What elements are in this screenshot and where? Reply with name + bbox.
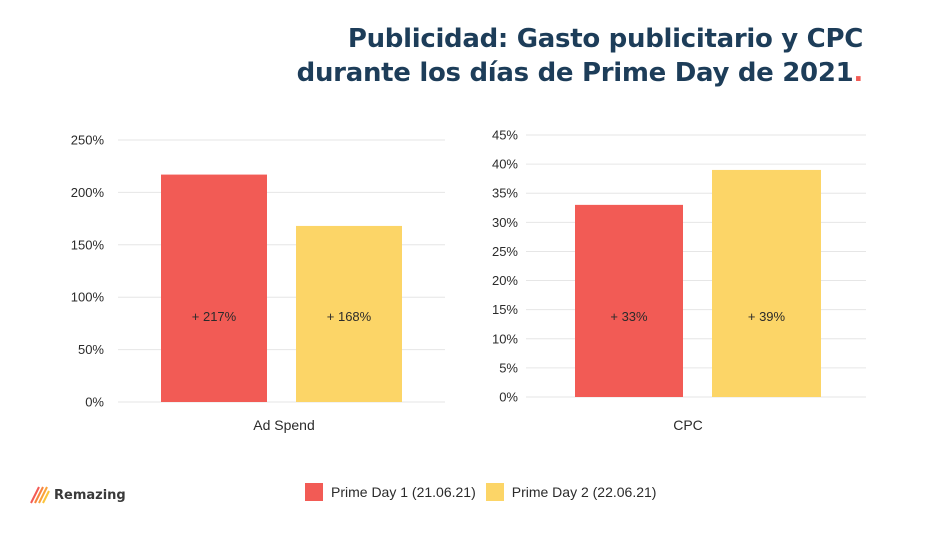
cpc-bar-day1 (575, 204, 683, 397)
cpc-y-tick-label: 30% (492, 215, 518, 230)
legend-swatch-day1 (305, 483, 323, 501)
adspend-y-tick-label: 250% (71, 133, 105, 148)
title-line-1: Publicidad: Gasto publicitario y CPC (347, 24, 863, 54)
chart-title: Publicidad: Gasto publicitario y CPC dur… (296, 22, 864, 90)
cpc-y-tick-label: 35% (492, 186, 518, 201)
cpc-y-tick-label: 20% (492, 273, 518, 288)
cpc-y-tick-label: 0% (499, 390, 518, 405)
cpc-y-tick-label: 45% (492, 128, 518, 143)
adspend-y-tick-label: 200% (71, 185, 105, 200)
adspend-x-label: Ad Spend (253, 417, 315, 433)
cpc-y-tick-label: 15% (492, 302, 518, 317)
cpc-bar-day2 (712, 169, 821, 397)
cpc-data-label-day1: + 33% (610, 309, 648, 324)
legend-item-day1: Prime Day 1 (21.06.21) (305, 483, 476, 501)
cpc-y-tick-label: 25% (492, 244, 518, 259)
adspend-y-tick-label: 50% (78, 342, 104, 357)
brand-logo: Remazing (30, 486, 126, 504)
adspend-bar-day1 (161, 174, 267, 402)
legend-item-day2: Prime Day 2 (22.06.21) (485, 483, 657, 501)
adspend-bar-day2 (296, 225, 402, 402)
cpc-y-tick-label: 5% (499, 360, 518, 375)
title-accent-dot: . (853, 58, 863, 88)
legend-label-day2: Prime Day 2 (22.06.21) (511, 484, 657, 500)
brand-name: Remazing (54, 487, 126, 503)
adspend-y-tick-label: 100% (71, 290, 105, 305)
adspend-data-label-day2: + 168% (327, 309, 372, 324)
legend-label-day1: Prime Day 1 (21.06.21) (331, 484, 476, 500)
cpc-y-tick-label: 40% (492, 157, 518, 172)
cpc-x-label: CPC (673, 417, 703, 433)
cpc-data-label-day2: + 39% (748, 309, 786, 324)
chart-legend: Prime Day 1 (21.06.21) Prime Day 2 (22.0… (305, 483, 666, 501)
title-line-2: durante los días de Prime Day de 2021. (296, 56, 864, 90)
adspend-y-tick-label: 0% (85, 395, 104, 410)
title-line-2-text: durante los días de Prime Day de 2021 (296, 58, 854, 88)
stripes-icon (30, 486, 50, 504)
adspend-y-tick-label: 150% (71, 237, 105, 252)
adspend-data-label-day1: + 217% (192, 309, 237, 324)
legend-swatch-day2 (485, 483, 504, 501)
cpc-y-tick-label: 10% (492, 331, 518, 346)
